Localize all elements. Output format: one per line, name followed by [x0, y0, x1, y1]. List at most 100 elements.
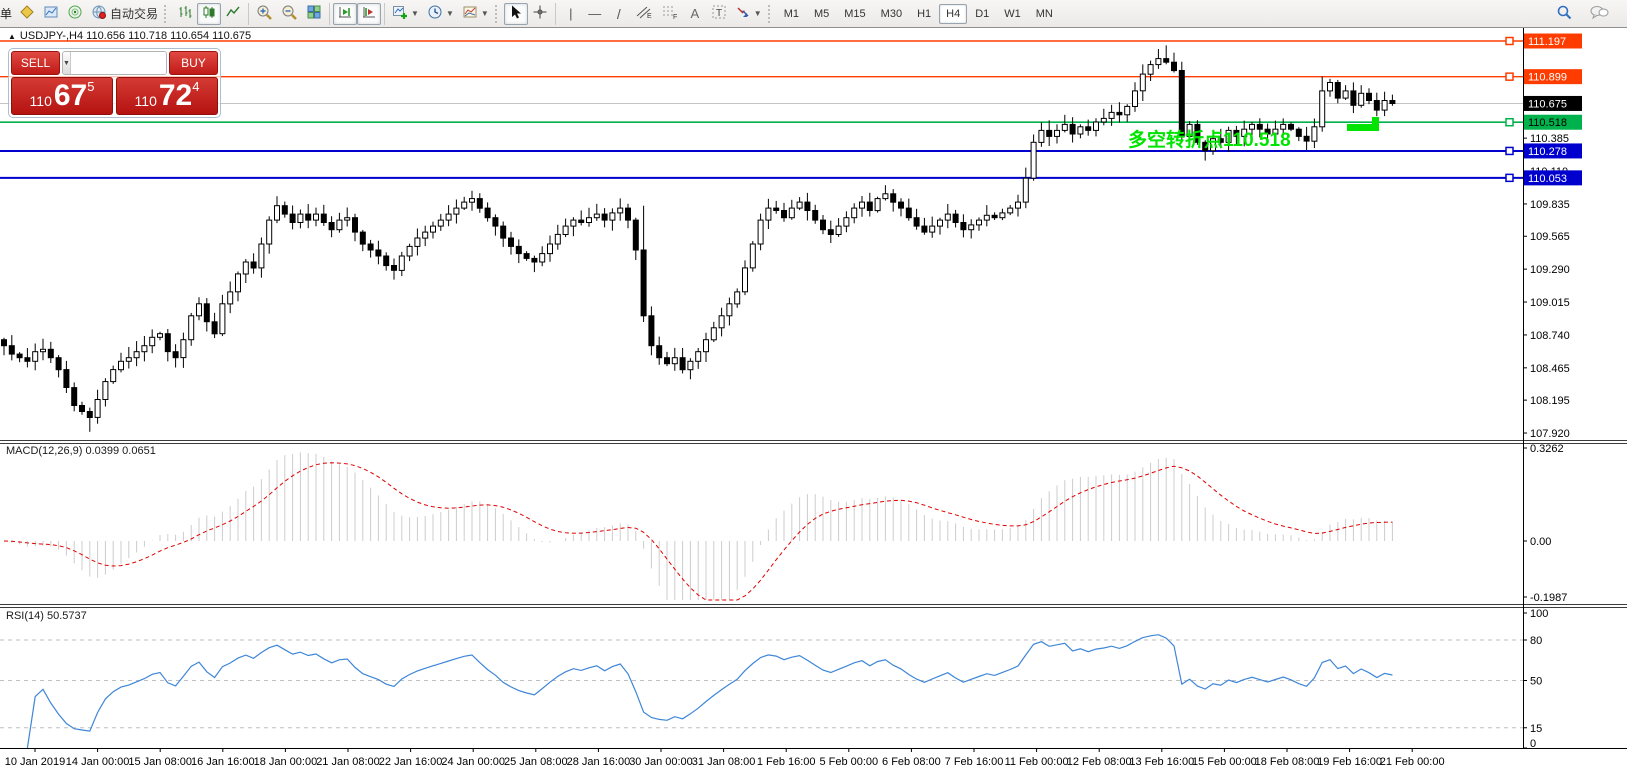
search-icon: [1556, 4, 1573, 24]
toolbar-grip: [494, 4, 500, 23]
time-tick-label: 11 Feb 00:00: [1005, 756, 1069, 768]
tab-timeframe-h4[interactable]: H4: [939, 3, 968, 24]
text-label-tool[interactable]: T: [707, 3, 731, 25]
toolbar-separator: [384, 2, 386, 25]
text-tool[interactable]: A: [690, 6, 700, 21]
rsi-axis-label: 80: [1530, 635, 1542, 647]
price-tick-label: 108.195: [1530, 395, 1570, 407]
price-tick-label: 107.920: [1530, 428, 1570, 440]
templates-button[interactable]: ▼: [458, 3, 493, 25]
auto-scroll-button[interactable]: [333, 2, 358, 25]
bid-price-box[interactable]: 110 67 5: [11, 77, 113, 115]
periods-button[interactable]: ▼: [423, 3, 458, 25]
price-tick-label: 108.465: [1530, 363, 1570, 375]
blue-chart-icon: [43, 4, 59, 23]
level-badge-text: 110.053: [1528, 173, 1567, 185]
price-tick-label: 109.015: [1530, 297, 1570, 309]
rsi-axis-label: 15: [1530, 723, 1542, 735]
bid-sup: 5: [87, 79, 95, 94]
time-tick-label: 22 Jan 16:00: [379, 756, 443, 768]
buy-button[interactable]: BUY: [169, 51, 218, 75]
arrows-icon: [735, 4, 751, 23]
fibonacci-tool[interactable]: F: [657, 3, 683, 25]
horizontal-line-tool[interactable]: —: [588, 6, 602, 21]
level-badge: [1524, 69, 1582, 85]
current-price-badge-text: 110.675: [1528, 98, 1567, 110]
tab-timeframe-h1[interactable]: H1: [917, 7, 932, 20]
toolbar-grip: [164, 4, 169, 23]
bid-big: 67: [53, 79, 88, 112]
channel-tool[interactable]: E: [631, 3, 657, 25]
trendline-tool[interactable]: /: [616, 5, 621, 22]
ask-sup: 4: [192, 79, 200, 94]
gold-diamond-icon: [19, 4, 35, 23]
time-tick-label: 25 Jan 08:00: [504, 756, 568, 768]
chart-shift-icon: [361, 4, 377, 23]
chart-shift-button[interactable]: [357, 2, 382, 25]
tab-timeframe-d1[interactable]: D1: [975, 7, 990, 20]
rsi-label: RSI(14): [6, 610, 44, 622]
crosshair-tool-button[interactable]: [528, 3, 552, 25]
zoom-in-button[interactable]: [252, 3, 277, 25]
price-tick-label: 109.835: [1530, 199, 1570, 211]
highlight-rectangle: [1347, 124, 1373, 131]
toolbar: 单 自动交易: [0, 0, 1627, 28]
ohlc-bars-icon: [177, 4, 193, 23]
zoom-out-button[interactable]: [277, 3, 302, 25]
level-anchor-marker: [1505, 72, 1514, 81]
sell-button[interactable]: SELL: [11, 51, 60, 75]
time-tick-label: 14 Jan 00:00: [66, 756, 130, 768]
time-tick-label: 21 Jan 08:00: [316, 756, 380, 768]
tile-windows-icon: [306, 4, 322, 23]
arrows-tool[interactable]: ▼: [731, 3, 766, 25]
add-indicator-icon: [392, 4, 408, 23]
metaeditor-button[interactable]: [15, 3, 39, 25]
ask-price-box[interactable]: 110 72 4: [116, 77, 218, 115]
volume-input[interactable]: [70, 52, 166, 74]
auto-scroll-icon: [337, 4, 353, 23]
indicators-button[interactable]: ▼: [388, 3, 423, 25]
search-button[interactable]: [1552, 3, 1577, 25]
line-chart-button[interactable]: [221, 3, 245, 25]
macd-signal-line: [3, 462, 1393, 601]
rsi-axis-label: 50: [1530, 676, 1542, 688]
signals-button[interactable]: [63, 3, 87, 25]
time-tick-label: 7 Feb 16:00: [945, 756, 1004, 768]
community-button[interactable]: [1585, 3, 1613, 25]
volume-decrease-button[interactable]: ▼: [63, 52, 71, 74]
bar-chart-button[interactable]: [173, 3, 197, 25]
tab-timeframe-mn[interactable]: MN: [1035, 7, 1053, 20]
tab-timeframe-w1[interactable]: W1: [1004, 7, 1021, 20]
time-tick-label: 13 Feb 16:00: [1129, 756, 1194, 768]
time-tick-label: 15 Feb 00:00: [1192, 756, 1257, 768]
timeframe-group: M1 M5 M15 M30 H1 H4 D1 W1 MN: [777, 3, 1060, 24]
signal-icon: [67, 4, 83, 23]
tab-timeframe-m1[interactable]: M1: [783, 7, 799, 20]
level-badge: [1524, 143, 1582, 159]
toolbar-grip: [767, 4, 773, 23]
vertical-line-tool[interactable]: |: [569, 6, 573, 21]
tile-windows-button[interactable]: [302, 3, 326, 25]
time-tick-label: 16 Jan 16:00: [191, 756, 255, 768]
chart-canvas[interactable]: 多空转折点110.518110.385110.110109.835109.565…: [0, 28, 1627, 772]
new-order-button[interactable]: 单: [0, 7, 13, 21]
tab-timeframe-m5[interactable]: M5: [813, 7, 830, 20]
candles-group: [1, 45, 1396, 432]
tab-timeframe-m15[interactable]: M15: [844, 7, 866, 20]
rsi-axis-label: 0: [1530, 738, 1536, 750]
price-tick-label: 109.290: [1530, 264, 1570, 276]
level-badge-text: 111.197: [1528, 36, 1566, 48]
autotrading-button[interactable]: 自动交易: [87, 3, 162, 25]
svg-text:F: F: [673, 14, 677, 20]
rsi-axis-label: 100: [1530, 608, 1548, 620]
level-badge: [1524, 33, 1582, 49]
toolbar-separator: [554, 2, 556, 25]
macd-axis-label: 0.3262: [1530, 443, 1564, 455]
level-anchor-marker: [1505, 36, 1514, 46]
candlestick-chart-button[interactable]: [197, 2, 222, 25]
market-watch-button[interactable]: [39, 3, 63, 25]
dropdown-caret: ▼: [411, 8, 419, 18]
cursor-icon: [508, 4, 524, 23]
cursor-tool-button[interactable]: [503, 2, 528, 25]
tab-timeframe-m30[interactable]: M30: [880, 7, 903, 20]
